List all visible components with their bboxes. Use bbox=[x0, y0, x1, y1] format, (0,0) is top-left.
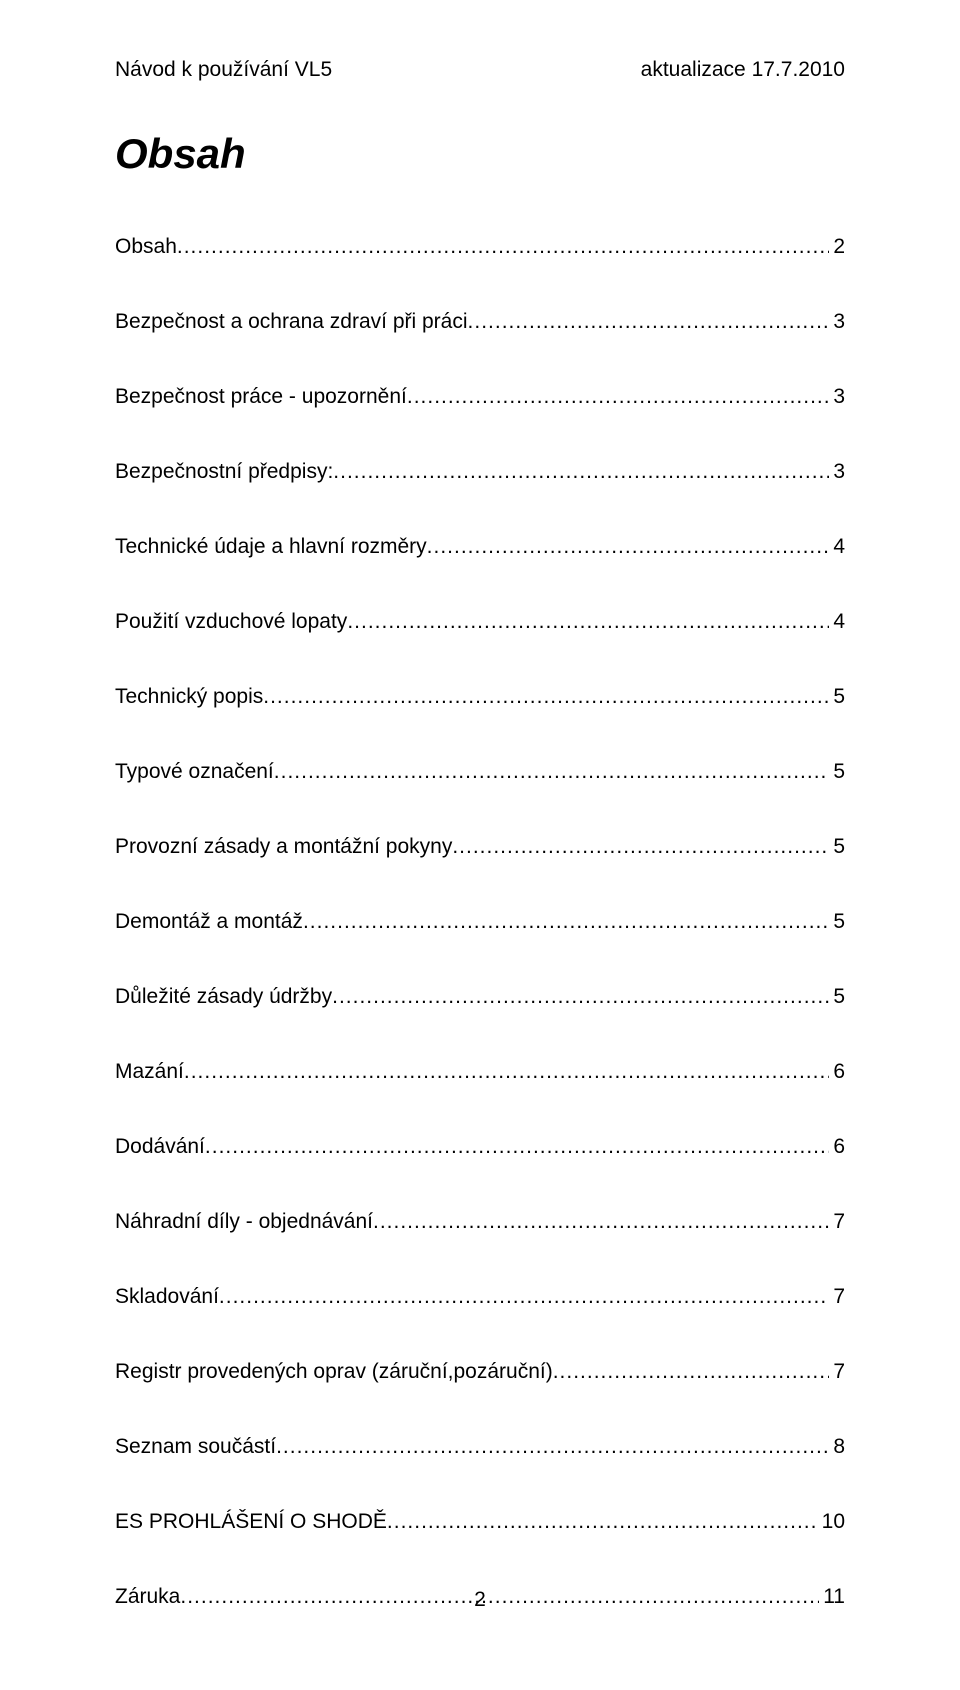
toc-label: Náhradní díly - objednávání bbox=[115, 1210, 373, 1234]
page-header: Návod k používání VL5 aktualizace 17.7.2… bbox=[115, 58, 845, 82]
toc-leader bbox=[452, 835, 829, 859]
toc-leader bbox=[387, 1510, 818, 1534]
toc-page: 3 bbox=[829, 385, 845, 409]
page-number: 2 bbox=[0, 1588, 960, 1612]
toc-label: Technické údaje a hlavní rozměry bbox=[115, 535, 427, 559]
page: Návod k používání VL5 aktualizace 17.7.2… bbox=[0, 0, 960, 1690]
toc-page: 5 bbox=[829, 685, 845, 709]
toc-page: 3 bbox=[829, 310, 845, 334]
toc-page: 3 bbox=[829, 460, 845, 484]
toc-label: Bezpečnostní předpisy: bbox=[115, 460, 333, 484]
toc-page: 8 bbox=[829, 1435, 845, 1459]
toc: Obsah 2 Bezpečnost a ochrana zdraví při … bbox=[115, 235, 845, 1660]
header-left: Návod k používání VL5 bbox=[115, 58, 332, 82]
toc-page: 7 bbox=[829, 1285, 845, 1309]
toc-leader bbox=[407, 385, 829, 409]
toc-leader bbox=[177, 235, 829, 259]
toc-page: 10 bbox=[818, 1510, 845, 1534]
toc-row: Použití vzduchové lopaty 4 bbox=[115, 610, 845, 634]
toc-leader bbox=[219, 1285, 829, 1309]
toc-leader bbox=[205, 1135, 829, 1159]
toc-row: Důležité zásady údržby 5 bbox=[115, 985, 845, 1009]
toc-page: 4 bbox=[829, 610, 845, 634]
toc-row: Obsah 2 bbox=[115, 235, 845, 259]
header-right: aktualizace 17.7.2010 bbox=[641, 58, 845, 82]
toc-row: Náhradní díly - objednávání 7 bbox=[115, 1210, 845, 1234]
toc-label: ES PROHLÁŠENÍ O SHODĚ bbox=[115, 1510, 387, 1534]
toc-label: Demontáž a montáž bbox=[115, 910, 303, 934]
toc-page: 4 bbox=[829, 535, 845, 559]
toc-page: 5 bbox=[829, 760, 845, 784]
toc-row: Typové označení 5 bbox=[115, 760, 845, 784]
toc-leader bbox=[347, 610, 829, 634]
toc-label: Bezpečnost a ochrana zdraví při práci bbox=[115, 310, 468, 334]
toc-leader bbox=[276, 1435, 829, 1459]
toc-page: 6 bbox=[829, 1135, 845, 1159]
toc-label: Obsah bbox=[115, 235, 177, 259]
toc-row: Bezpečnost a ochrana zdraví při práci 3 bbox=[115, 310, 845, 334]
toc-row: Registr provedených oprav (záruční,pozár… bbox=[115, 1360, 845, 1384]
toc-leader bbox=[263, 685, 829, 709]
toc-label: Seznam součástí bbox=[115, 1435, 276, 1459]
toc-row: Technické údaje a hlavní rozměry 4 bbox=[115, 535, 845, 559]
toc-leader bbox=[553, 1360, 830, 1384]
toc-page: 5 bbox=[829, 985, 845, 1009]
toc-leader bbox=[303, 910, 829, 934]
toc-label: Registr provedených oprav (záruční,pozár… bbox=[115, 1360, 553, 1384]
toc-leader bbox=[332, 985, 829, 1009]
toc-label: Použití vzduchové lopaty bbox=[115, 610, 347, 634]
toc-page: 7 bbox=[829, 1360, 845, 1384]
toc-label: Technický popis bbox=[115, 685, 263, 709]
page-title: Obsah bbox=[115, 130, 246, 178]
toc-page: 5 bbox=[829, 910, 845, 934]
toc-page: 7 bbox=[829, 1210, 845, 1234]
toc-row: Dodávání 6 bbox=[115, 1135, 845, 1159]
toc-row: ES PROHLÁŠENÍ O SHODĚ 10 bbox=[115, 1510, 845, 1534]
toc-row: Bezpečnostní předpisy: 3 bbox=[115, 460, 845, 484]
toc-leader bbox=[274, 760, 830, 784]
toc-leader bbox=[373, 1210, 829, 1234]
toc-label: Typové označení bbox=[115, 760, 274, 784]
toc-row: Technický popis 5 bbox=[115, 685, 845, 709]
toc-page: 6 bbox=[829, 1060, 845, 1084]
toc-leader bbox=[184, 1060, 829, 1084]
toc-row: Provozní zásady a montážní pokyny 5 bbox=[115, 835, 845, 859]
toc-row: Skladování 7 bbox=[115, 1285, 845, 1309]
toc-row: Bezpečnost práce - upozornění 3 bbox=[115, 385, 845, 409]
toc-label: Mazání bbox=[115, 1060, 184, 1084]
toc-label: Důležité zásady údržby bbox=[115, 985, 332, 1009]
toc-label: Dodávání bbox=[115, 1135, 205, 1159]
toc-leader bbox=[333, 460, 829, 484]
toc-page: 5 bbox=[829, 835, 845, 859]
toc-label: Bezpečnost práce - upozornění bbox=[115, 385, 407, 409]
toc-page: 2 bbox=[829, 235, 845, 259]
toc-row: Demontáž a montáž 5 bbox=[115, 910, 845, 934]
toc-leader bbox=[468, 310, 830, 334]
toc-row: Mazání 6 bbox=[115, 1060, 845, 1084]
toc-row: Seznam součástí 8 bbox=[115, 1435, 845, 1459]
toc-label: Skladování bbox=[115, 1285, 219, 1309]
toc-label: Provozní zásady a montážní pokyny bbox=[115, 835, 452, 859]
toc-leader bbox=[427, 535, 830, 559]
